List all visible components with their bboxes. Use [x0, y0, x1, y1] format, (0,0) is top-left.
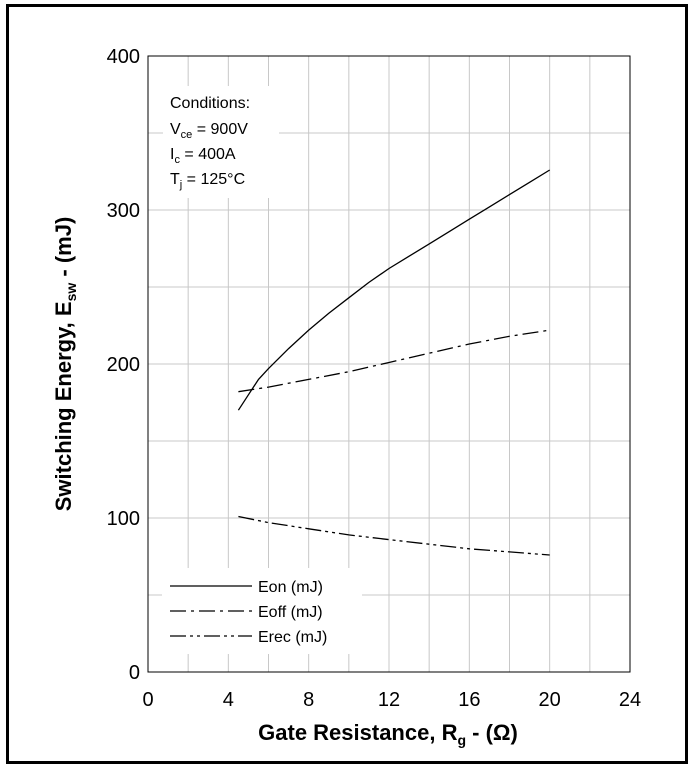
condition-vce-value: = 900V — [192, 121, 248, 138]
x-tick-label: 20 — [539, 689, 561, 711]
series-line-eon — [237, 169, 551, 411]
condition-ic: Ic = 400A — [170, 146, 236, 166]
y-axis-title-subscript: sw — [63, 283, 79, 302]
y-tick-label: 100 — [107, 508, 140, 530]
x-tick-label: 24 — [619, 689, 641, 711]
y-axis-title-unit: - (mJ) — [51, 217, 76, 283]
x-axis-title-main: Gate Resistance, R — [258, 720, 457, 745]
condition-ic-subscript: c — [174, 154, 180, 166]
plot-area — [147, 55, 631, 673]
legend-background — [162, 568, 362, 654]
y-tick-label: 200 — [107, 354, 140, 376]
x-axis-title-unit: - (Ω) — [466, 720, 518, 745]
x-tick-label: 4 — [223, 689, 234, 711]
x-tick-label: 0 — [142, 689, 153, 711]
y-tick-label: 400 — [107, 46, 140, 68]
y-tick-label: 0 — [129, 662, 140, 684]
y-axis-title: Switching Energy, Esw - (mJ) — [51, 217, 79, 512]
condition-tj-subscript: j — [179, 179, 182, 191]
series-line-erec — [238, 515, 550, 556]
x-axis-title-subscript: g — [457, 732, 466, 748]
condition-vce: Vce = 900V — [170, 121, 248, 141]
legend-label-eon: Eon (mJ) — [258, 579, 323, 596]
condition-vce-symbol: V — [170, 121, 181, 138]
conditions-annotation: Conditions: Vce = 900V Ic = 400A Tj = 12… — [163, 86, 279, 198]
legend-label-eoff: Eoff (mJ) — [258, 604, 323, 621]
legend-label-erec: Erec (mJ) — [258, 629, 327, 646]
x-tick-label: 16 — [458, 689, 480, 711]
series-line-eoff — [238, 329, 550, 393]
condition-tj: Tj = 125°C — [170, 171, 245, 191]
y-axis-title-main: Switching Energy, E — [51, 301, 76, 511]
conditions-title: Conditions: — [170, 95, 250, 112]
x-axis-title: Gate Resistance, Rg - (Ω) — [258, 720, 518, 748]
tick-labels: 0 4 8 12 16 20 24 0 100 200 300 400 — [107, 46, 642, 711]
condition-ic-symbol: I — [170, 146, 174, 163]
y-tick-label: 300 — [107, 200, 140, 222]
x-tick-label: 8 — [303, 689, 314, 711]
legend: Eon (mJ) Eoff (mJ) Erec (mJ) — [162, 568, 362, 654]
condition-tj-symbol: T — [170, 171, 180, 188]
condition-ic-value: = 400A — [180, 146, 236, 163]
condition-vce-subscript: ce — [181, 129, 193, 141]
series-group — [237, 169, 551, 556]
x-tick-label: 12 — [378, 689, 400, 711]
condition-tj-value: = 125°C — [182, 171, 245, 188]
conditions-background — [163, 86, 279, 198]
